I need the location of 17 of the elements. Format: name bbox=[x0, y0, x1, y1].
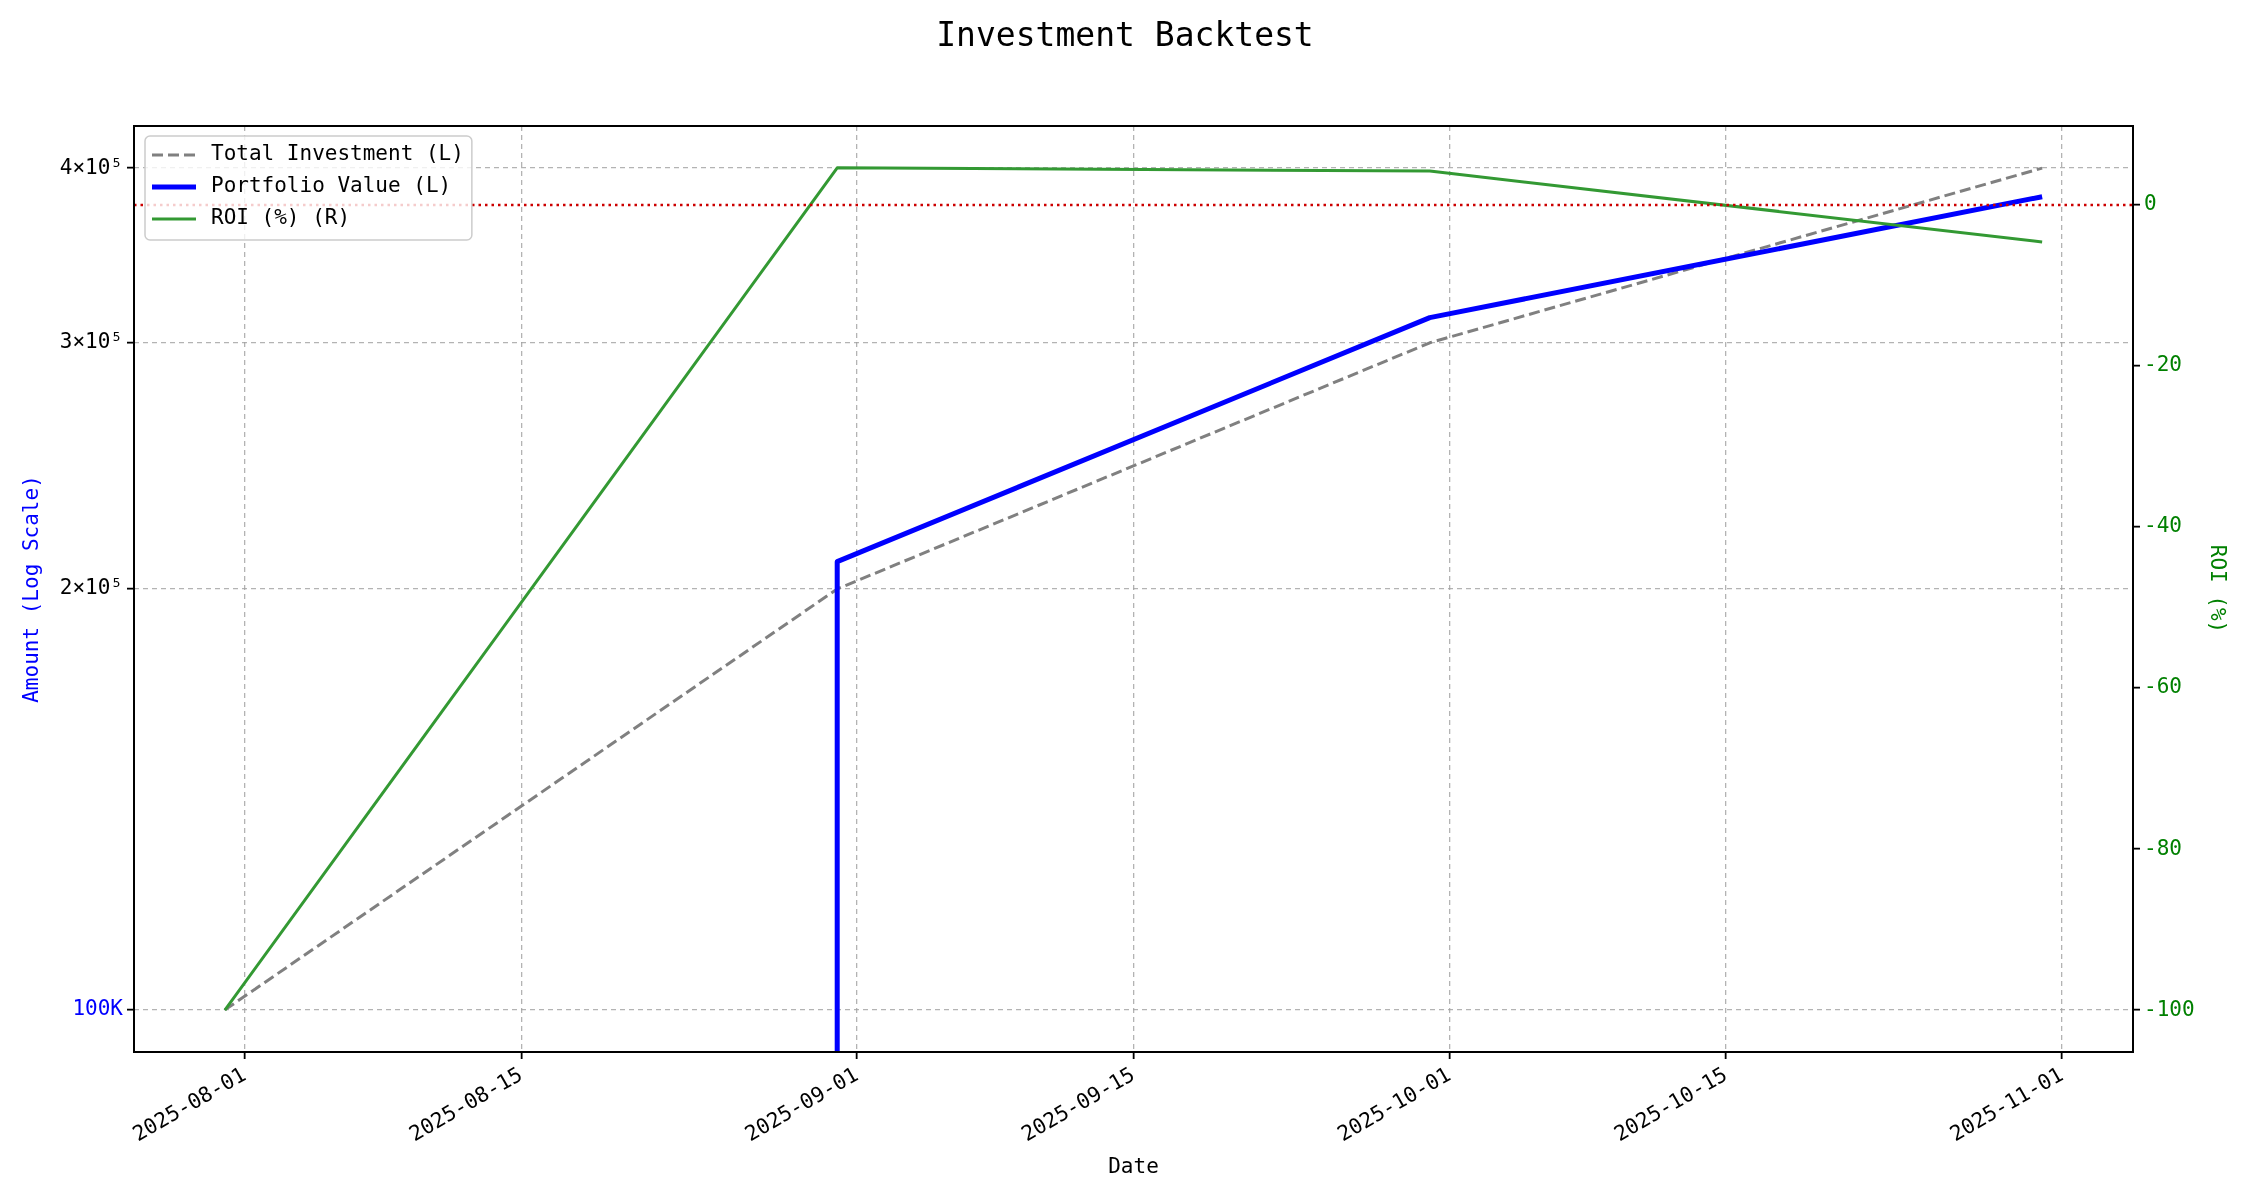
y2-tick-label: -100 bbox=[2144, 996, 2195, 1021]
y2-tick-label: -80 bbox=[2144, 835, 2182, 860]
y2-tick-label: 0 bbox=[2144, 191, 2157, 216]
y2-tick-label: -20 bbox=[2144, 352, 2182, 377]
y-axis-title: Amount (Log Scale) bbox=[19, 475, 44, 703]
legend-label: Total Investment (L) bbox=[211, 141, 464, 166]
y-tick-label: 4×10⁵ bbox=[59, 154, 123, 179]
y-tick-label: 100K bbox=[72, 996, 124, 1021]
x-axis-title: Date bbox=[1108, 1153, 1159, 1178]
y2-axis-title: ROI (%) bbox=[2205, 544, 2230, 634]
y2-tick-label: -40 bbox=[2144, 513, 2182, 538]
legend-label: Portfolio Value (L) bbox=[211, 173, 452, 198]
chart-title: Investment Backtest bbox=[936, 14, 1314, 54]
y-tick-label: 2×10⁵ bbox=[59, 575, 123, 600]
legend-label: ROI (%) (R) bbox=[211, 205, 351, 230]
y2-tick-label: -60 bbox=[2144, 674, 2182, 699]
y-tick-label: 3×10⁵ bbox=[59, 329, 123, 354]
